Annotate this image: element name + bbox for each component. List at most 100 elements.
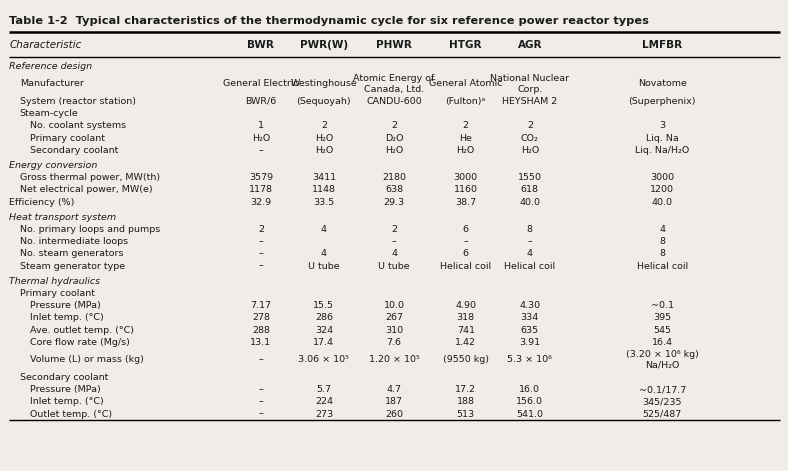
Text: HEYSHAM 2: HEYSHAM 2 — [502, 97, 557, 106]
Text: National Nuclear
Corp.: National Nuclear Corp. — [490, 74, 570, 94]
Text: 17.4: 17.4 — [314, 338, 334, 347]
Text: Inlet temp. (°C): Inlet temp. (°C) — [30, 313, 104, 323]
Text: 38.7: 38.7 — [455, 197, 476, 207]
Text: Primary coolant: Primary coolant — [30, 133, 105, 143]
Text: 1160: 1160 — [454, 185, 478, 195]
Text: Steam generator type: Steam generator type — [20, 261, 125, 271]
Text: 2180: 2180 — [382, 173, 406, 182]
Text: Outlet temp. (°C): Outlet temp. (°C) — [30, 409, 112, 419]
Text: 3579: 3579 — [249, 173, 273, 182]
Text: 40.0: 40.0 — [652, 197, 673, 207]
Text: U tube: U tube — [308, 261, 340, 271]
Text: 635: 635 — [521, 325, 539, 335]
Text: AGR: AGR — [518, 40, 542, 50]
Text: General Electric: General Electric — [223, 79, 299, 89]
Text: 288: 288 — [252, 325, 269, 335]
Text: Core flow rate (Mg/s): Core flow rate (Mg/s) — [30, 338, 130, 347]
Text: 3: 3 — [660, 121, 665, 130]
Text: 2: 2 — [258, 225, 264, 234]
Text: –: – — [258, 249, 263, 259]
Text: 4: 4 — [321, 225, 327, 234]
Text: Liq. Na: Liq. Na — [646, 133, 678, 143]
Text: 6: 6 — [463, 225, 469, 234]
Text: 2: 2 — [321, 121, 327, 130]
Text: Liq. Na/H₂O: Liq. Na/H₂O — [635, 146, 690, 155]
Text: 187: 187 — [385, 397, 403, 406]
Text: Inlet temp. (°C): Inlet temp. (°C) — [30, 397, 104, 406]
Text: Steam-cycle: Steam-cycle — [20, 109, 79, 118]
Text: 2: 2 — [391, 121, 397, 130]
Text: Westinghouse: Westinghouse — [291, 79, 357, 89]
Text: BWR/6: BWR/6 — [245, 97, 277, 106]
Text: –: – — [258, 409, 263, 419]
Text: –: – — [392, 237, 396, 246]
Text: 310: 310 — [385, 325, 403, 335]
Text: 741: 741 — [457, 325, 474, 335]
Text: 10.0: 10.0 — [384, 301, 404, 310]
Text: –: – — [258, 146, 263, 155]
Text: 1.42: 1.42 — [455, 338, 476, 347]
Text: 318: 318 — [456, 313, 475, 323]
Text: HTGR: HTGR — [449, 40, 482, 50]
Text: 4: 4 — [321, 249, 327, 259]
Text: He: He — [459, 133, 472, 143]
Text: 3.91: 3.91 — [519, 338, 541, 347]
Text: BWR: BWR — [247, 40, 274, 50]
Text: 1.20 × 10⁵: 1.20 × 10⁵ — [369, 355, 419, 365]
Text: Helical coil: Helical coil — [504, 261, 556, 271]
Text: 32.9: 32.9 — [251, 197, 271, 207]
Text: 4: 4 — [527, 249, 533, 259]
Text: Novatome: Novatome — [637, 79, 686, 89]
Text: Secondary coolant: Secondary coolant — [20, 373, 108, 382]
Text: 1148: 1148 — [312, 185, 336, 195]
Text: Helical coil: Helical coil — [637, 261, 688, 271]
Text: 33.5: 33.5 — [314, 197, 334, 207]
Text: –: – — [527, 237, 532, 246]
Text: CANDU-600: CANDU-600 — [366, 97, 422, 106]
Text: 3000: 3000 — [454, 173, 478, 182]
Text: 4.7: 4.7 — [386, 385, 402, 394]
Text: 29.3: 29.3 — [384, 197, 404, 207]
Text: H₂O: H₂O — [456, 146, 475, 155]
Text: –: – — [258, 261, 263, 271]
Text: H₂O: H₂O — [314, 146, 333, 155]
Text: 260: 260 — [385, 409, 403, 419]
Text: 618: 618 — [521, 185, 539, 195]
Text: 3411: 3411 — [312, 173, 336, 182]
Text: ~0.1/17.7: ~0.1/17.7 — [638, 385, 686, 394]
Text: (Superphenix): (Superphenix) — [629, 97, 696, 106]
Text: –: – — [258, 385, 263, 394]
Text: 525/487: 525/487 — [642, 409, 682, 419]
Text: U tube: U tube — [378, 261, 410, 271]
Text: Energy conversion: Energy conversion — [9, 161, 98, 170]
Text: 188: 188 — [457, 397, 474, 406]
Text: 1: 1 — [258, 121, 264, 130]
Text: 15.5: 15.5 — [314, 301, 334, 310]
Text: –: – — [463, 237, 468, 246]
Text: 4: 4 — [660, 225, 665, 234]
Text: 395: 395 — [653, 313, 671, 323]
Text: Pressure (MPa): Pressure (MPa) — [30, 385, 101, 394]
Text: 2: 2 — [527, 121, 533, 130]
Text: Helical coil: Helical coil — [440, 261, 491, 271]
Text: 8: 8 — [660, 249, 665, 259]
Text: Thermal hydraulics: Thermal hydraulics — [9, 276, 101, 286]
Text: 1550: 1550 — [518, 173, 542, 182]
Text: Net electrical power, MW(e): Net electrical power, MW(e) — [20, 185, 152, 195]
Text: 513: 513 — [456, 409, 475, 419]
Text: 7.17: 7.17 — [251, 301, 271, 310]
Text: 1200: 1200 — [650, 185, 675, 195]
Text: 5.7: 5.7 — [316, 385, 332, 394]
Text: D₂O: D₂O — [385, 133, 403, 143]
Text: Atomic Energy of
Canada, Ltd.: Atomic Energy of Canada, Ltd. — [353, 74, 435, 94]
Text: 16.4: 16.4 — [652, 338, 673, 347]
Text: Gross thermal power, MW(th): Gross thermal power, MW(th) — [20, 173, 160, 182]
Text: Efficiency (%): Efficiency (%) — [9, 197, 75, 207]
Text: 40.0: 40.0 — [519, 197, 541, 207]
Text: 6: 6 — [463, 249, 469, 259]
Text: 4.30: 4.30 — [519, 301, 541, 310]
Text: 8: 8 — [660, 237, 665, 246]
Text: –: – — [258, 237, 263, 246]
Text: –: – — [258, 397, 263, 406]
Text: 334: 334 — [521, 313, 539, 323]
